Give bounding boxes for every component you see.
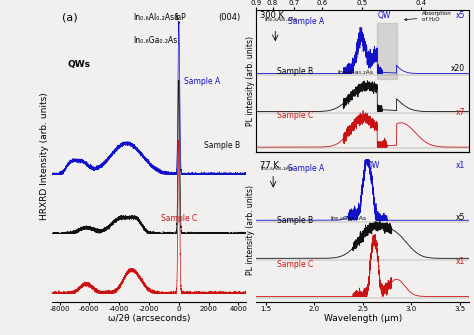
Text: 300 K: 300 K xyxy=(260,11,284,20)
Text: Sample C: Sample C xyxy=(161,214,198,223)
Text: Sample B: Sample B xyxy=(277,67,313,76)
Text: x1: x1 xyxy=(456,161,465,170)
Text: Sample B: Sample B xyxy=(277,216,313,225)
Text: In₀.₆Al₀.₂As&: In₀.₆Al₀.₂As& xyxy=(134,13,181,22)
Text: QW: QW xyxy=(367,161,380,170)
Text: Sample A: Sample A xyxy=(288,163,324,173)
Text: x5: x5 xyxy=(456,11,465,20)
Text: In₀.₆Al₀.₂As: In₀.₆Al₀.₂As xyxy=(264,17,298,22)
Text: Sample A: Sample A xyxy=(184,77,221,86)
Text: QWs: QWs xyxy=(68,60,91,69)
Text: Sample C: Sample C xyxy=(277,260,314,269)
Text: Sample A: Sample A xyxy=(288,17,324,26)
Y-axis label: PL intensity (arb. units): PL intensity (arb. units) xyxy=(246,185,255,275)
Y-axis label: HRXRD Intensity (arb. units): HRXRD Intensity (arb. units) xyxy=(40,92,49,220)
Text: In₀.₆Ga₀.₂As: In₀.₆Ga₀.₂As xyxy=(331,216,367,221)
Text: In₀.₆Ga₀.₂As: In₀.₆Ga₀.₂As xyxy=(337,70,373,75)
X-axis label: ω/2θ (arcseconds): ω/2θ (arcseconds) xyxy=(108,315,190,324)
Text: x7: x7 xyxy=(456,108,465,117)
Text: QW: QW xyxy=(378,11,391,20)
Text: x1: x1 xyxy=(456,257,465,266)
Text: Sample B: Sample B xyxy=(204,141,240,150)
Text: In₀.₆Al₀.₂As: In₀.₆Al₀.₂As xyxy=(260,166,294,172)
Text: x20: x20 xyxy=(451,64,465,73)
Text: 77 K: 77 K xyxy=(260,161,279,170)
X-axis label: Wavelength (μm): Wavelength (μm) xyxy=(324,315,402,324)
Text: x5: x5 xyxy=(456,213,465,222)
Text: (a): (a) xyxy=(62,13,77,23)
Text: Sample C: Sample C xyxy=(277,111,314,120)
Y-axis label: PL intensity (arb. units): PL intensity (arb. units) xyxy=(246,36,255,126)
Text: In₀.₆Ga₀.₂As: In₀.₆Ga₀.₂As xyxy=(134,36,178,45)
Text: Absorption
of H₂O: Absorption of H₂O xyxy=(405,11,452,22)
Text: (004): (004) xyxy=(218,13,240,22)
Text: InP: InP xyxy=(174,13,186,22)
